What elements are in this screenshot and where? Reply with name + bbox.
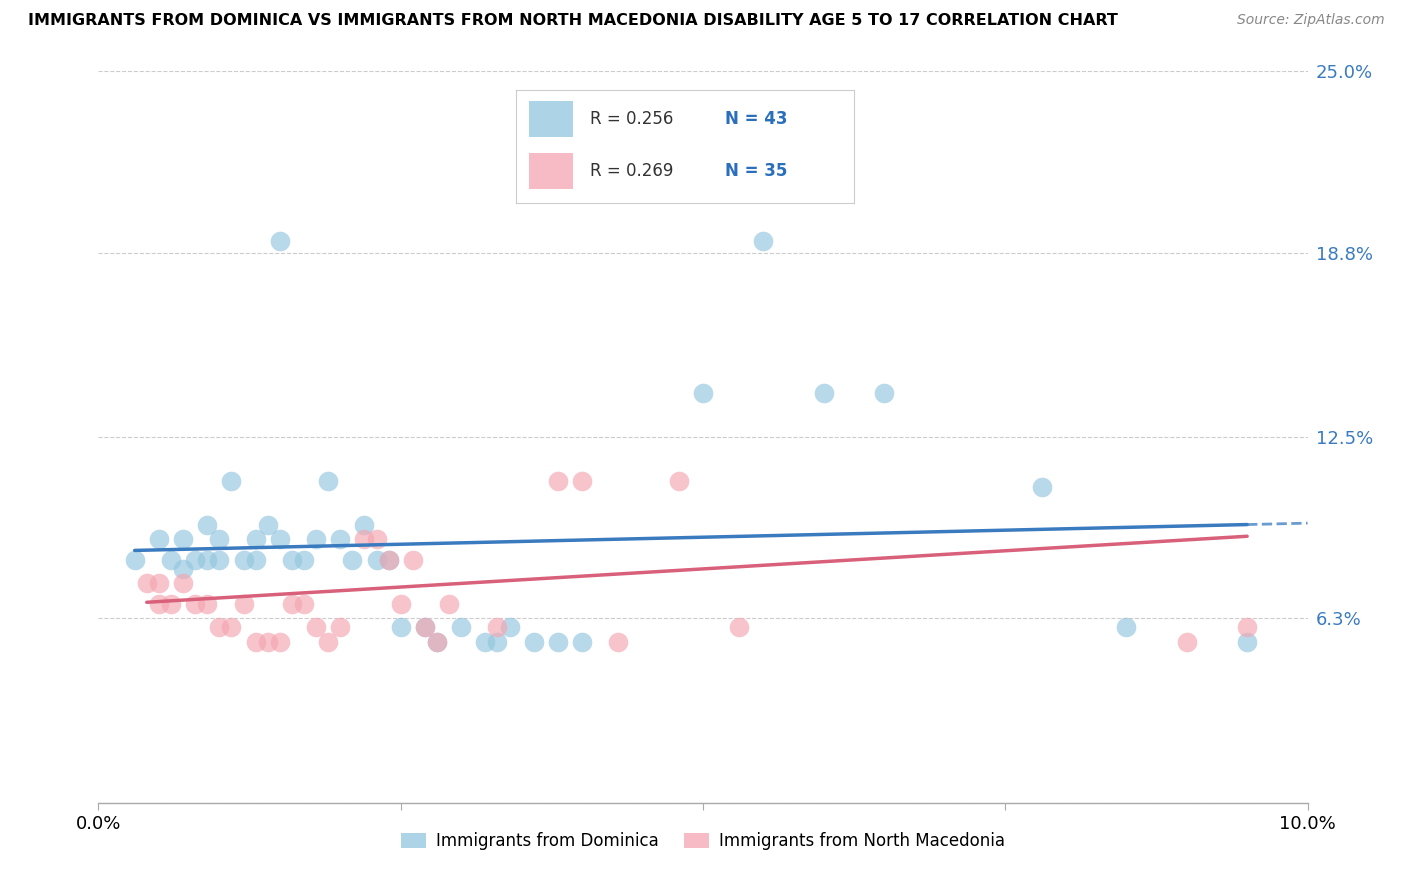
Point (208, 533, 231, 547)
Point (148, 597, 170, 611)
Point (668, 474, 690, 488)
Point (389, 597, 412, 611)
Point (172, 562, 194, 576)
Point (353, 533, 375, 547)
Point (221, 474, 243, 488)
Point (208, 620, 231, 634)
Point (426, 635, 449, 649)
Point (366, 553, 388, 567)
Point (486, 620, 509, 634)
Point (413, 620, 436, 634)
Point (402, 553, 425, 567)
Point (160, 553, 183, 567)
Point (316, 635, 339, 649)
Point (692, 386, 714, 401)
Point (281, 553, 304, 567)
Point (305, 620, 328, 634)
Point (269, 234, 291, 248)
Point (873, 386, 896, 401)
Point (1236, 635, 1258, 649)
Point (281, 597, 304, 611)
Point (450, 620, 472, 634)
Point (692, 181, 714, 195)
Point (245, 635, 267, 649)
Legend: Immigrants from Dominica, Immigrants from North Macedonia: Immigrants from Dominica, Immigrants fro… (395, 825, 1011, 856)
Point (184, 597, 207, 611)
Point (195, 517, 218, 532)
Point (184, 553, 207, 567)
Point (377, 553, 399, 567)
Point (1236, 620, 1258, 634)
Point (316, 474, 339, 488)
Point (172, 576, 194, 591)
Point (124, 553, 146, 567)
Point (1031, 480, 1053, 494)
Point (256, 517, 278, 532)
Point (292, 553, 315, 567)
Point (269, 635, 291, 649)
Point (232, 553, 254, 567)
Point (148, 533, 170, 547)
Point (305, 533, 328, 547)
Text: Source: ZipAtlas.com: Source: ZipAtlas.com (1237, 13, 1385, 28)
Point (342, 553, 364, 567)
Point (329, 620, 352, 634)
Point (437, 597, 460, 611)
Point (160, 597, 183, 611)
Point (208, 553, 231, 567)
Point (389, 620, 412, 634)
Point (148, 576, 170, 591)
Point (547, 474, 569, 488)
Point (172, 533, 194, 547)
Point (232, 597, 254, 611)
Point (547, 635, 569, 649)
Point (474, 635, 496, 649)
Point (245, 533, 267, 547)
Point (426, 635, 449, 649)
Point (353, 517, 375, 532)
Point (292, 597, 315, 611)
Point (1115, 620, 1137, 634)
Point (256, 635, 278, 649)
Point (195, 553, 218, 567)
Point (1175, 635, 1198, 649)
Point (329, 533, 352, 547)
Point (728, 620, 751, 634)
Point (571, 474, 593, 488)
Point (752, 234, 775, 248)
Point (523, 635, 546, 649)
Point (498, 620, 520, 634)
Point (813, 386, 835, 401)
Point (486, 635, 509, 649)
Point (377, 553, 399, 567)
Point (607, 635, 630, 649)
Point (245, 553, 267, 567)
Point (366, 533, 388, 547)
Text: IMMIGRANTS FROM DOMINICA VS IMMIGRANTS FROM NORTH MACEDONIA DISABILITY AGE 5 TO : IMMIGRANTS FROM DOMINICA VS IMMIGRANTS F… (28, 13, 1118, 29)
Point (195, 597, 218, 611)
Point (571, 635, 593, 649)
Point (413, 620, 436, 634)
Point (221, 620, 243, 634)
Point (135, 576, 157, 591)
Point (269, 533, 291, 547)
